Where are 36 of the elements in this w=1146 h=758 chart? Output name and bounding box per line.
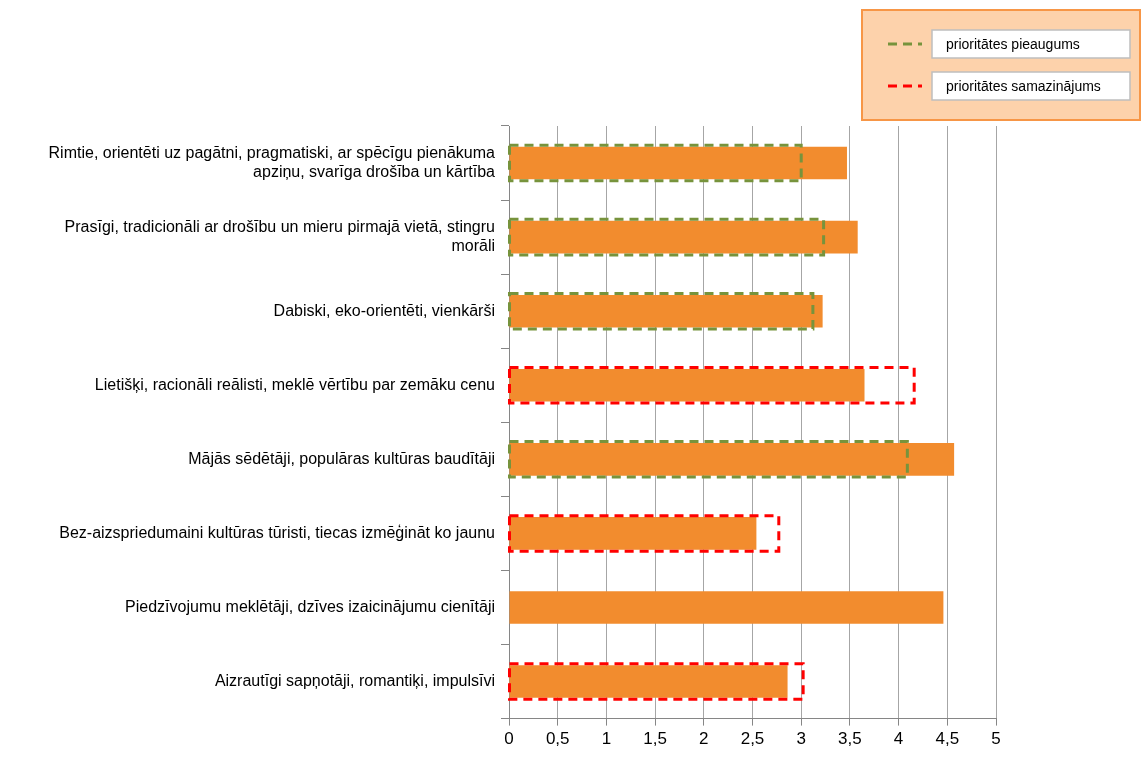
legend-label: prioritātes samazinājums	[946, 77, 1101, 94]
bar	[509, 146, 847, 180]
bar	[509, 443, 955, 476]
bar	[509, 665, 788, 698]
bar	[509, 368, 865, 402]
bar	[509, 220, 858, 254]
y-tick-label: Lietišķi, racionāli reālisti, meklē vērtību par zemāku cenu	[94, 375, 495, 393]
bar	[508, 291, 815, 331]
legend-label: prioritātes pieaugums	[946, 35, 1080, 52]
y-tick-label: Dabiski, eko-orientēti, vienkārši	[273, 301, 495, 319]
y-tick-label: Rimtie, orientēti uz pagātni, pragmatiski, ar spēcīgu pienākuma apziņu, svarīga drošība un kārtība	[48, 143, 496, 181]
x-tick-label: 0	[504, 729, 514, 749]
bar	[509, 294, 823, 328]
x-tick-label: 4	[893, 729, 904, 749]
y-tick-label: Bez-aizspriedumaini kultūras tūristi, tiecas izmēģināt ko jaunu	[59, 523, 495, 541]
x-tick-label: 0,5	[545, 729, 570, 749]
x-tick-label: 3	[796, 729, 806, 749]
bar	[509, 591, 944, 624]
x-tick-label: 2	[699, 729, 709, 749]
x-tick-label: 3,5	[838, 729, 862, 749]
x-tick-label: 4,5	[935, 729, 960, 749]
x-tick-label: 2,5	[740, 729, 765, 749]
bar	[508, 440, 909, 479]
x-tick-label: 1,5	[643, 729, 667, 749]
bar	[508, 143, 803, 183]
bar	[508, 662, 805, 701]
y-tick-label: Prasīgi, tradicionāli ar drošību un mieru pirmajā vietā, stingru morāli	[64, 217, 495, 255]
x-tick-label: 1	[601, 729, 612, 749]
y-tick-label: Piedzīvojumu meklētāji, dzīves izaicinājumu cienītāji	[125, 597, 495, 615]
bar	[508, 514, 781, 553]
bar	[509, 517, 757, 550]
x-tick-label: 5	[991, 729, 1001, 749]
y-tick-label: Aizrautīgi sapņotāji, romantiķi, impulsīvi	[214, 671, 495, 689]
bar	[508, 365, 916, 405]
y-tick-label: Mājās sēdētāji, populāras kultūras baudītāji	[188, 449, 495, 467]
bar	[508, 217, 826, 257]
